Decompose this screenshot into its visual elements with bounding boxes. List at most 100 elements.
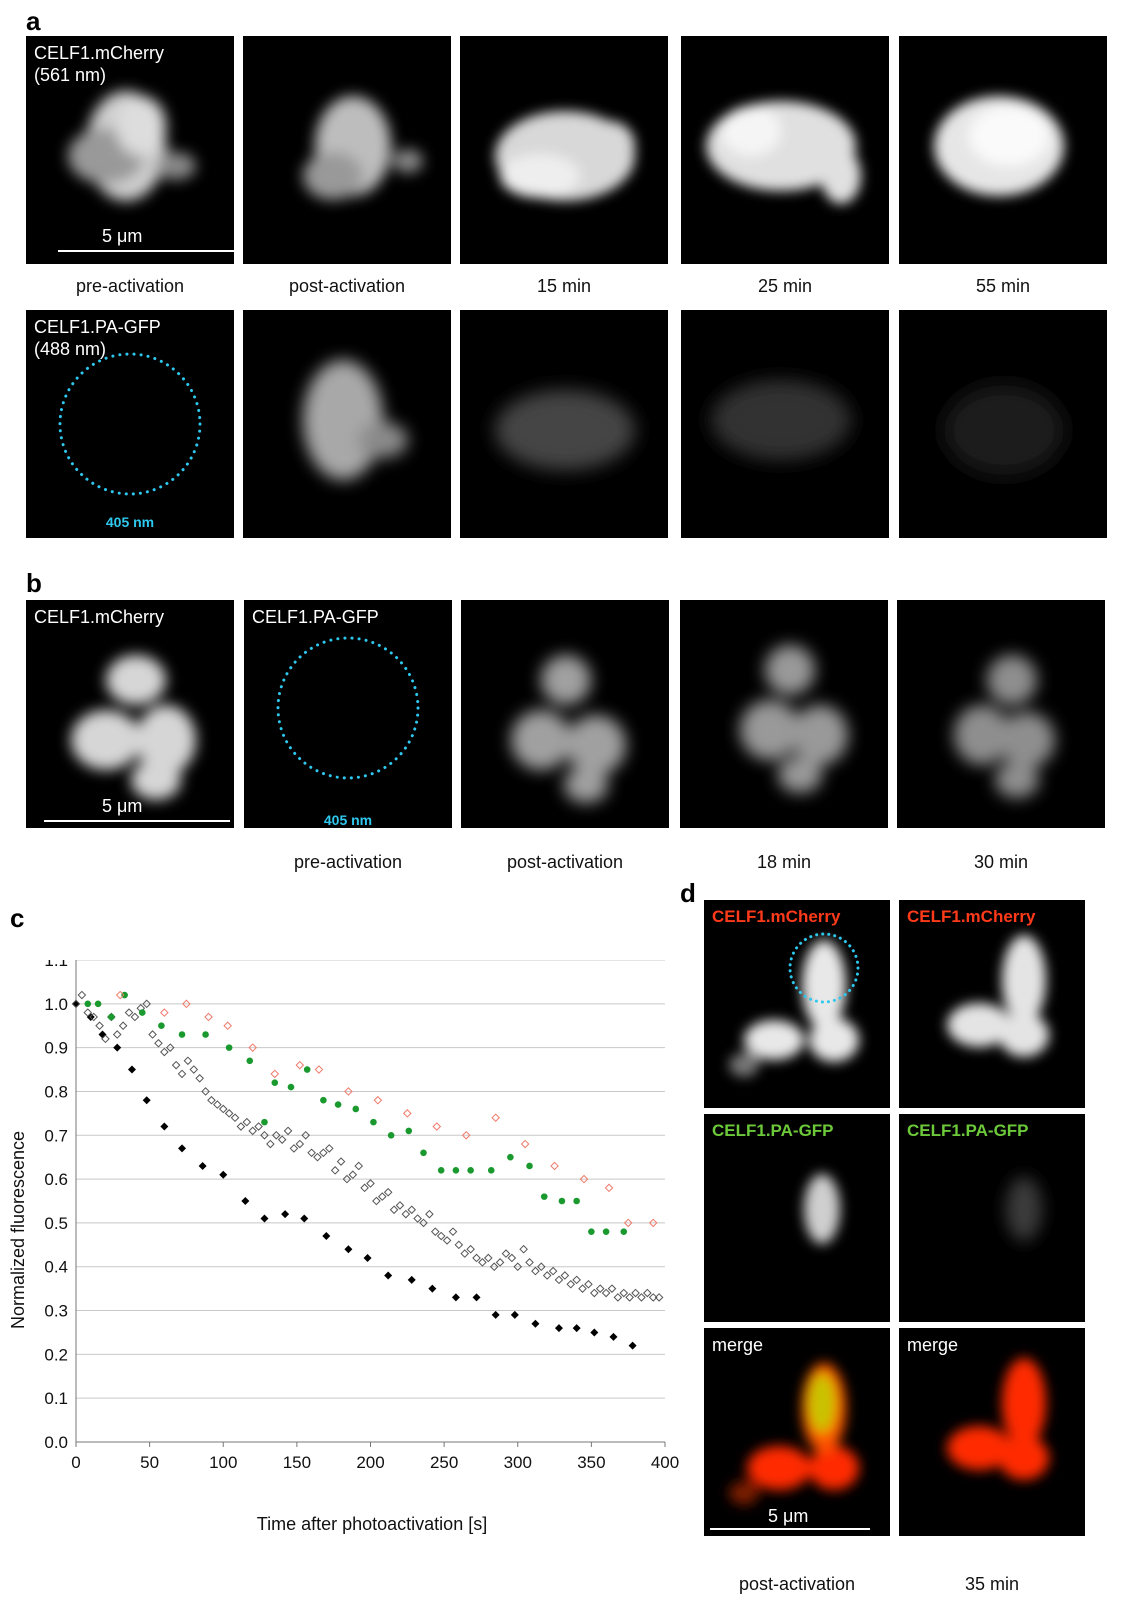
micrograph-a-pagfp-55min [899, 310, 1107, 538]
data-point [648, 1218, 658, 1228]
chart-axes [75, 960, 666, 1447]
data-point [160, 1122, 169, 1131]
channel-label-mcherry: CELF1.mCherry [34, 607, 165, 627]
x-tick-label: 300 [504, 1453, 532, 1472]
data-point [579, 1174, 589, 1184]
data-point [588, 1228, 595, 1235]
data-point [472, 1293, 481, 1302]
y-tick-label: 0.4 [44, 1258, 68, 1277]
data-point [330, 1166, 340, 1175]
data-point [320, 1096, 327, 1104]
data-point [590, 1328, 599, 1337]
scale-label: 5 μm [768, 1506, 809, 1526]
data-point [95, 1021, 104, 1031]
micrograph-b-pagfp-pre: CELF1.PA-GFP 405 nm [244, 600, 452, 828]
micrograph-d-mcherry-post: CELF1.mCherry [704, 900, 890, 1108]
panel-letter-b: b [26, 568, 42, 598]
data-point [520, 1139, 530, 1149]
channel-label-pagfp: CELF1.PA-GFP [907, 1121, 1029, 1140]
x-tick-label: 400 [651, 1453, 679, 1472]
data-point [98, 1030, 107, 1039]
caption-post-activation: post-activation [288, 276, 406, 296]
data-point [313, 1152, 322, 1162]
micrograph-a-mcherry-55min [899, 36, 1107, 264]
data-point [124, 1008, 134, 1017]
data-point [246, 1057, 254, 1065]
x-tick-label: 50 [140, 1453, 159, 1472]
channel-label-pagfp-488: CELF1.PA-GFP (488 nm) [34, 317, 161, 359]
data-point [613, 1293, 623, 1302]
data-point [334, 1101, 342, 1108]
data-point [219, 1170, 228, 1179]
data-point [130, 1012, 140, 1022]
y-tick-label: 1.1 [44, 960, 68, 970]
data-point [261, 1118, 268, 1126]
x-tick-label: 0 [71, 1453, 80, 1472]
data-point [554, 1324, 563, 1333]
y-axis-label: Normalized fluorescence [8, 1131, 28, 1329]
micrograph-a-mcherry-pre: CELF1.mCherry (561 nm) 5 μm [26, 36, 234, 264]
data-point [160, 1047, 169, 1057]
data-point [189, 1065, 199, 1074]
y-tick-label: 0.8 [44, 1082, 68, 1101]
data-point [283, 1126, 293, 1136]
data-point [89, 1012, 98, 1022]
micrograph-a-pagfp-25min [681, 310, 889, 538]
data-point [248, 1043, 258, 1052]
y-tick-label: 0.0 [44, 1433, 68, 1452]
data-point [277, 1135, 287, 1144]
channel-label-pagfp: CELF1.PA-GFP [712, 1121, 834, 1140]
y-tick-label: 0.5 [44, 1214, 68, 1233]
caption-15-min: 15 min [536, 276, 592, 296]
scale-label: 5 μm [102, 796, 143, 816]
data-point [537, 1262, 546, 1272]
data-point [314, 1065, 324, 1074]
data-point [558, 1197, 566, 1205]
data-point [84, 1000, 92, 1008]
data-point [620, 1228, 628, 1235]
data-point [213, 1100, 222, 1109]
data-point [242, 1117, 252, 1127]
channel-label-mcherry: CELF1.mCherry [712, 907, 841, 926]
caption-35-min: 35 min [964, 1574, 1020, 1594]
data-point [595, 1284, 605, 1293]
data-point [531, 1319, 540, 1328]
data-point [254, 1122, 263, 1131]
data-point [513, 1262, 523, 1272]
micrograph-d-merge-post: merge 5 μm [704, 1328, 890, 1536]
scale-bar [44, 820, 230, 822]
caption-18-min: 18 min [756, 852, 812, 872]
data-point [83, 1008, 93, 1017]
data-point [241, 1197, 250, 1205]
data-point [183, 1056, 193, 1066]
data-point [115, 990, 125, 1000]
data-point [224, 1109, 234, 1118]
scale-bar [710, 1528, 870, 1530]
micrograph-d-merge-35min: merge [899, 1328, 1085, 1536]
data-point [160, 1008, 169, 1017]
micrograph-a-mcherry-15min [460, 36, 668, 264]
data-point [601, 1288, 611, 1298]
y-tick-label: 0.9 [44, 1039, 68, 1058]
data-point [360, 1183, 369, 1193]
data-point [158, 1022, 165, 1030]
data-point [637, 1293, 646, 1302]
data-point [483, 1253, 493, 1263]
activation-roi-circle [276, 636, 420, 780]
x-tick-label: 100 [209, 1453, 237, 1472]
data-point [384, 1271, 393, 1280]
data-point [260, 1214, 269, 1223]
data-point [648, 1293, 658, 1302]
data-point [270, 1069, 280, 1079]
data-point [195, 1074, 204, 1083]
data-point [225, 1044, 233, 1051]
data-point [72, 999, 80, 1008]
data-point [271, 1130, 281, 1140]
data-point [487, 1167, 495, 1174]
data-point [271, 1079, 279, 1086]
data-point [526, 1162, 533, 1170]
x-tick-label: 250 [430, 1453, 458, 1472]
data-point [436, 1231, 446, 1241]
data-point [142, 1096, 151, 1105]
data-point [138, 1009, 146, 1016]
